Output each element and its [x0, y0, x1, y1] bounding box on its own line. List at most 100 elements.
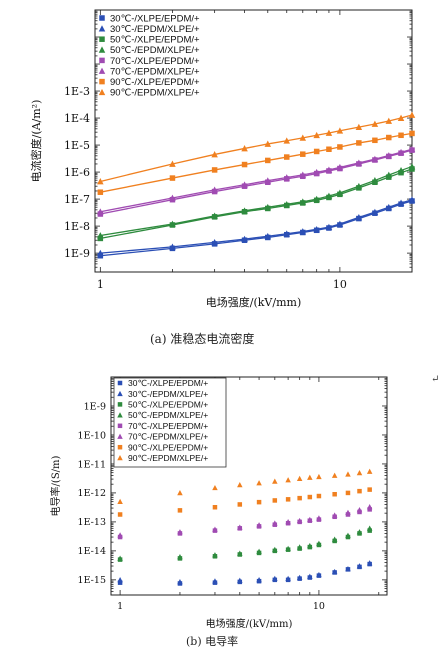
data-point [212, 484, 218, 491]
data-point [408, 111, 416, 118]
data-point [177, 508, 183, 513]
data-point [307, 542, 313, 549]
legend-marker [117, 412, 123, 418]
legend-label: 70℃-/EPDM/XLPE/+ [128, 432, 208, 442]
legend: 30℃-/XLPE/EPDM/+30℃-/EPDM/XLPE/+50℃-/XLP… [113, 377, 227, 468]
data-point [256, 480, 262, 486]
legend-marker [117, 390, 123, 397]
data-point [264, 140, 272, 147]
data-point [408, 145, 416, 153]
y-tick-label: 1E-9 [84, 401, 106, 412]
subplot-b-caption: (b) 电导率 [186, 635, 239, 648]
y-tick-label: 1E-15 [78, 575, 106, 586]
legend-label: 50℃-/XLPE/EPDM/+ [128, 399, 208, 409]
data-point [385, 171, 393, 178]
legend-marker [117, 433, 123, 439]
data-point [212, 578, 218, 584]
data-point [177, 579, 183, 585]
legend-marker [99, 78, 105, 85]
paragraph-return-mark: ↵ [431, 374, 440, 385]
data-point [285, 545, 291, 551]
data-point [256, 499, 262, 505]
data-point [97, 189, 104, 195]
data-point [296, 544, 303, 550]
legend-marker [117, 402, 123, 407]
data-point [117, 555, 123, 561]
data-point [331, 472, 338, 478]
legend-label: 90℃-/XLPE/EPDM/+ [128, 442, 208, 452]
legend-marker [117, 423, 123, 429]
data-point [117, 498, 123, 504]
data-point [356, 140, 362, 146]
data-point [398, 132, 404, 139]
legend-label: 70℃-/XLPE/EPDM/+ [128, 421, 208, 431]
data-point [299, 171, 307, 178]
data-point [264, 203, 272, 211]
legend-marker [117, 444, 123, 450]
data-point [169, 243, 176, 250]
data-point [325, 129, 333, 136]
data-point [299, 198, 307, 205]
y-tick-label: 1E-8 [64, 220, 90, 233]
data-point [169, 175, 176, 181]
data-point [371, 120, 379, 127]
data-point [385, 117, 393, 124]
x-tick-label: 10 [333, 278, 347, 291]
data-point [265, 157, 271, 164]
data-point [367, 487, 372, 492]
data-point [355, 214, 363, 221]
data-point [357, 488, 362, 494]
data-point [211, 167, 218, 173]
data-point [237, 550, 243, 556]
data-point [316, 473, 322, 480]
y-tick-label: 1E-13 [78, 517, 106, 528]
data-point [97, 178, 104, 185]
data-point [283, 174, 290, 181]
legend-box [113, 377, 227, 468]
data-point [355, 182, 363, 190]
y-tick-label: 1E-11 [78, 459, 106, 470]
data-point [211, 186, 218, 193]
data-point [409, 130, 415, 137]
data-point [241, 181, 248, 188]
data-point [177, 490, 183, 496]
data-point [283, 154, 290, 160]
data-layer [117, 468, 373, 586]
data-point [297, 495, 302, 501]
data-point [211, 212, 218, 219]
y-tick-label: 1E-9 [64, 247, 90, 260]
legend-label: 50℃-/XLPE/EPDM/+ [110, 35, 200, 46]
data-point [337, 144, 343, 150]
data-point [355, 123, 363, 131]
data-point [307, 494, 313, 500]
data-point [325, 192, 333, 199]
data-point [212, 552, 218, 558]
legend: 30℃-/XLPE/EPDM/+30℃-/EPDM/XLPE/+50℃-/XLP… [98, 13, 200, 99]
data-point [272, 546, 278, 553]
data-point [307, 516, 313, 522]
data-point [313, 131, 320, 139]
y-tick-label: 1E-4 [64, 112, 90, 125]
data-point [385, 203, 393, 211]
x-axis-label: 电场强度/(kV/mm) [206, 617, 293, 630]
data-point [299, 228, 307, 235]
data-point [272, 520, 278, 526]
data-point [385, 152, 393, 159]
data-point [177, 554, 183, 560]
data-point [256, 522, 262, 528]
data-point [366, 468, 373, 474]
data-point [283, 230, 290, 237]
data-point [331, 536, 338, 542]
data-point [397, 114, 405, 121]
y-tick-label: 1E-3 [64, 85, 90, 98]
y-axis-label: 电流密度/(A/m²) [29, 100, 43, 183]
legend-label: 90℃-/EPDM/XLPE/+ [110, 88, 200, 99]
data-point [264, 232, 272, 240]
data-point [331, 512, 338, 518]
data-point [256, 548, 262, 554]
legend-label: 30℃-/EPDM/XLPE/+ [110, 24, 200, 35]
data-point [285, 575, 291, 582]
data-point [169, 160, 176, 167]
x-axis-label: 电场强度/(kV/mm) [206, 295, 301, 309]
data-point [307, 573, 313, 579]
